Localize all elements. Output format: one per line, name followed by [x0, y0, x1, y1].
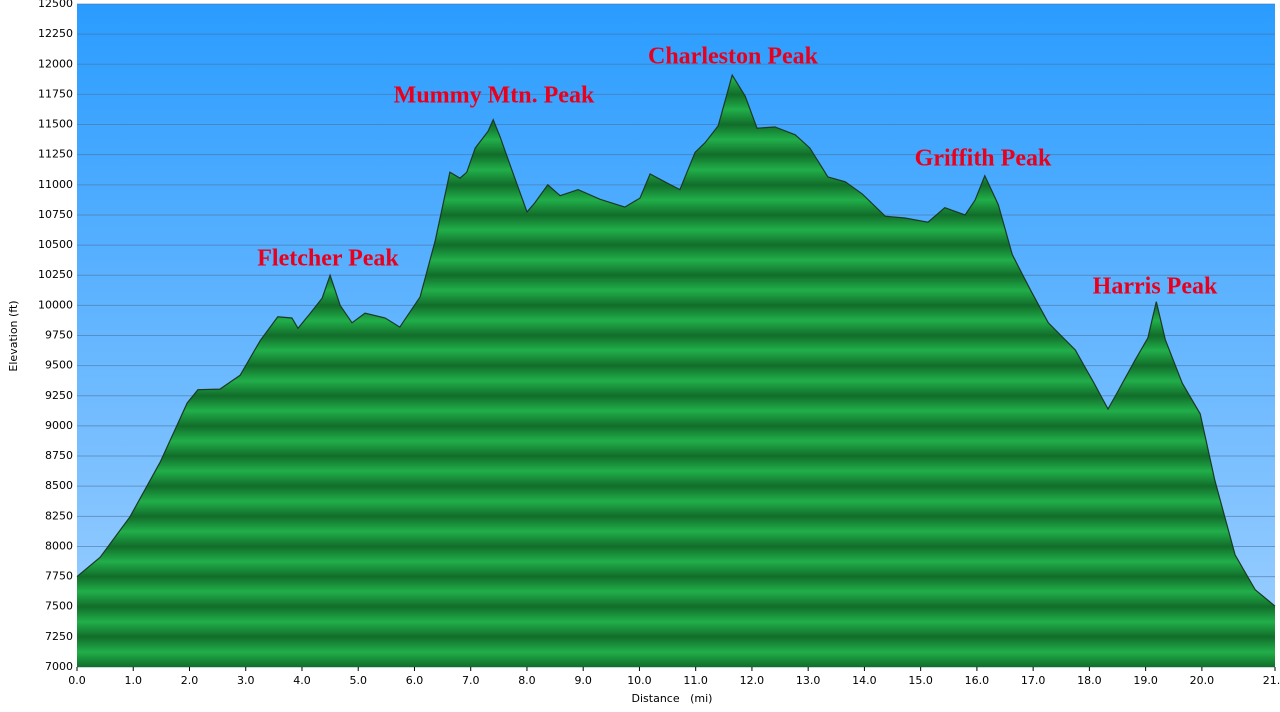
- y-tick-label: 11000: [38, 178, 73, 191]
- y-tick-label: 8250: [45, 509, 73, 522]
- x-tick-label: 3.0: [237, 674, 255, 687]
- peak-annotation: Fletcher Peak: [257, 246, 399, 272]
- y-tick-label: 10750: [38, 208, 73, 221]
- area-tint: [77, 75, 1275, 668]
- x-tick-label: 7.0: [462, 674, 480, 687]
- peak-annotation: Griffith Peak: [915, 146, 1052, 172]
- y-tick-label: 12500: [38, 0, 73, 10]
- elevation-line: [76, 73, 1276, 607]
- y-tick-label: 8000: [45, 539, 73, 552]
- x-tick-label: 14.0: [852, 674, 877, 687]
- y-tick-label: 7000: [45, 660, 73, 673]
- y-tick-label: 11750: [38, 87, 73, 100]
- x-tick-label: 16.0: [965, 674, 990, 687]
- y-tick-label: 10250: [38, 268, 73, 281]
- peak-annotation: Charleston Peak: [648, 44, 819, 70]
- x-tick-label: 20.0: [1190, 674, 1215, 687]
- x-tick-label: 1.0: [124, 674, 142, 687]
- y-tick-label: 12250: [38, 27, 73, 40]
- y-tick-label: 7250: [45, 630, 73, 643]
- y-tick-label: 7500: [45, 600, 73, 613]
- x-tick-label: 2.0: [181, 674, 199, 687]
- y-tick-label: 9000: [45, 419, 73, 432]
- area-fill: [77, 75, 1275, 668]
- x-tick-label: 9.0: [574, 674, 592, 687]
- x-axis-title: Distance (mi): [632, 692, 713, 705]
- x-tick-label: 19.0: [1133, 674, 1158, 687]
- y-tick-label: 9250: [45, 389, 73, 402]
- y-tick-label: 9750: [45, 329, 73, 342]
- x-tick-label: 10.0: [627, 674, 652, 687]
- y-tick-label: 9500: [45, 359, 73, 372]
- x-tick-label: 5.0: [349, 674, 367, 687]
- y-tick-label: 11250: [38, 148, 73, 161]
- peak-annotation: Mummy Mtn. Peak: [394, 83, 595, 109]
- x-tick-label: 8.0: [518, 674, 536, 687]
- x-tick-label: 0.0: [68, 674, 86, 687]
- y-tick-label: 10000: [38, 298, 73, 311]
- y-tick-label: 12000: [38, 57, 73, 70]
- x-tick-label: 18.0: [1077, 674, 1102, 687]
- x-tick-label: 17.0: [1021, 674, 1046, 687]
- y-tick-label: 10500: [38, 238, 73, 251]
- y-axis-title: Elevation (ft): [7, 300, 20, 371]
- x-tick-label: 12.0: [740, 674, 765, 687]
- x-tick-label: 6.0: [406, 674, 424, 687]
- x-tick-label: 15.0: [908, 674, 933, 687]
- x-tick-label: 21.3: [1263, 674, 1280, 687]
- y-tick-label: 7750: [45, 570, 73, 583]
- x-tick-label: 13.0: [796, 674, 821, 687]
- y-tick-label: 8500: [45, 479, 73, 492]
- x-tick-label: 11.0: [683, 674, 708, 687]
- x-tick-label: 4.0: [293, 674, 311, 687]
- y-tick-label: 11500: [38, 118, 73, 131]
- peak-annotation: Harris Peak: [1093, 274, 1218, 300]
- y-tick-label: 8750: [45, 449, 73, 462]
